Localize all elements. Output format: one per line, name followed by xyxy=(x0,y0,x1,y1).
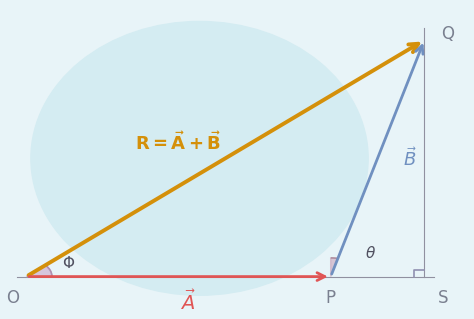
Polygon shape xyxy=(331,258,338,277)
Text: $\mathbf{R = \vec{A} + \vec{B}}$: $\mathbf{R = \vec{A} + \vec{B}}$ xyxy=(135,131,222,154)
Text: $\vec{A}$: $\vec{A}$ xyxy=(180,289,196,314)
Text: $\theta$: $\theta$ xyxy=(365,245,376,261)
Ellipse shape xyxy=(31,21,368,295)
Polygon shape xyxy=(26,265,52,277)
Text: P: P xyxy=(326,289,336,308)
Text: S: S xyxy=(438,289,448,308)
Text: Q: Q xyxy=(441,25,454,43)
Text: $\vec{B}$: $\vec{B}$ xyxy=(403,147,418,170)
Text: O: O xyxy=(6,289,18,308)
Text: $\Phi$: $\Phi$ xyxy=(62,255,75,271)
